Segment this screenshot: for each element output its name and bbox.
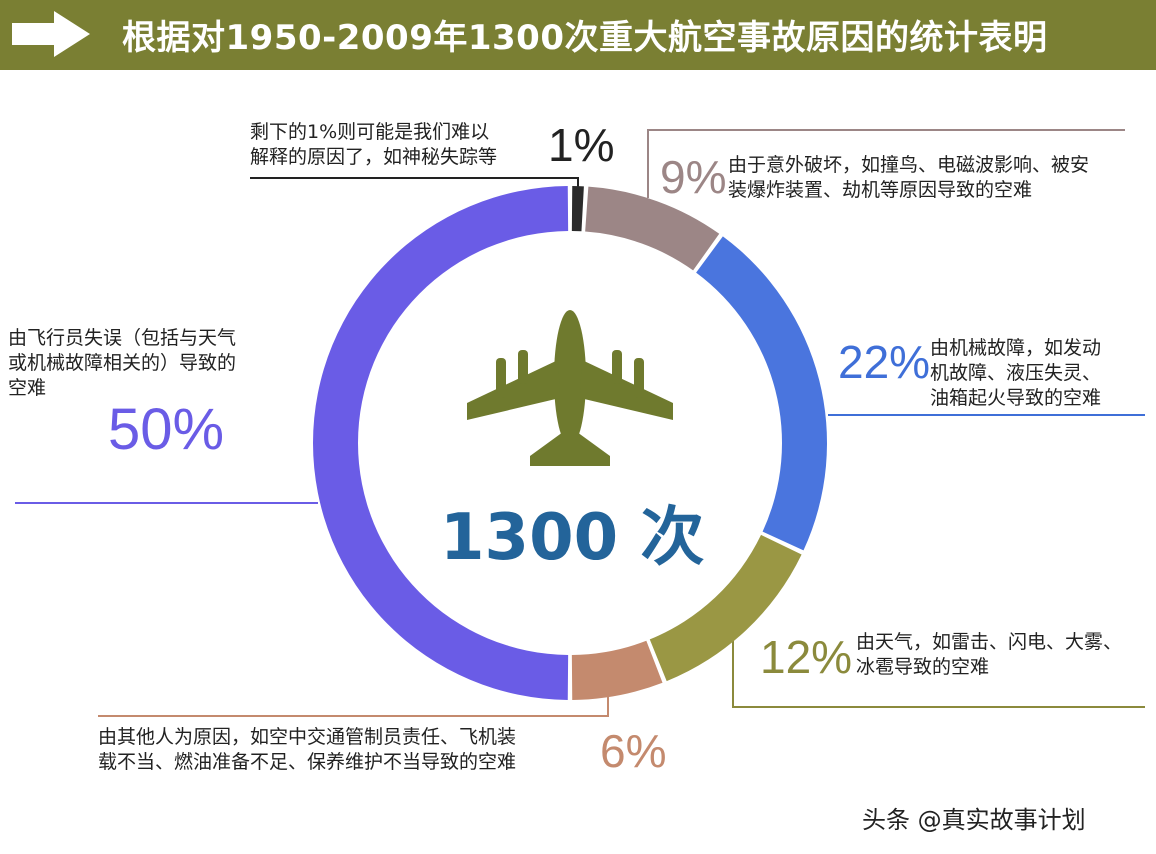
annotation-9-text: 由于意外破坏，如撞鸟、电磁波影响、被安 装爆炸装置、劫机等原因导致的空难 — [728, 153, 1089, 203]
page-title: 根据对1950-2009年1300次重大航空事故原因的统计表明 — [122, 18, 1048, 58]
annotation-line: 解释的原因了，如神秘失踪等 — [250, 146, 498, 168]
annotation-6-text: 由其他人为原因，如空中交通管制员责任、飞机装 载不当、燃油准备不足、保养维护不当… — [98, 725, 516, 775]
annotation-22-text: 由机械故障，如发动 机故障、液压失灵、 油箱起火导致的空难 — [930, 336, 1101, 411]
annotation-line: 机故障、液压失灵、 — [930, 362, 1102, 384]
leader-line-9 — [647, 129, 1125, 198]
pct-label-1: 1% — [548, 119, 615, 171]
pct-label-6: 6% — [600, 725, 667, 777]
annotation-line: 由其他人为原因，如空中交通管制员责任、飞机装 — [98, 726, 517, 748]
pct-label-12: 12% — [760, 631, 853, 683]
pct-label-50: 50% — [108, 397, 225, 462]
annotation-line: 由于意外破坏，如撞鸟、电磁波影响、被安 — [728, 154, 1090, 176]
donut-slice-6 — [571, 640, 663, 700]
annotation-line: 剩下的1%则可能是我们难以 — [250, 121, 490, 143]
arrow-right-icon — [12, 11, 90, 57]
pct-label-22: 22% — [838, 336, 931, 388]
annotation-line: 装爆炸装置、劫机等原因导致的空难 — [728, 179, 1033, 201]
annotation-line: 由飞行员失误（包括与天气 — [8, 327, 237, 349]
airplane-icon — [467, 310, 673, 466]
donut-slice-9 — [585, 186, 720, 271]
donut-slice-1 — [571, 186, 584, 232]
header-bar: 根据对1950-2009年1300次重大航空事故原因的统计表明 — [0, 0, 1156, 70]
annotation-line: 由机械故障，如发动 — [930, 337, 1102, 359]
leader-line-1 — [250, 177, 579, 190]
center-count: 1300 次 — [440, 501, 705, 575]
donut-slice-50 — [312, 186, 569, 700]
leader-lines — [15, 129, 1145, 717]
annotation-line: 载不当、燃油准备不足、保养维护不当导致的空难 — [98, 751, 517, 773]
annotation-line: 由天气，如雷击、闪电、大雾、 — [856, 631, 1123, 653]
donut-slices — [312, 186, 828, 700]
watermark: 头条 @真实故事计划 — [862, 806, 1086, 834]
annotation-line: 冰雹导致的空难 — [856, 656, 990, 678]
leader-line-6 — [98, 690, 609, 717]
donut-slice-12 — [649, 534, 802, 682]
leader-line-12 — [732, 620, 1145, 708]
annotation-50-text: 由飞行员失误（包括与天气 或机械故障相关的）导致的 空难 — [8, 326, 236, 401]
annotation-line: 或机械故障相关的）导致的 — [8, 352, 237, 374]
donut-slice-22 — [696, 236, 828, 551]
annotation-line: 空难 — [8, 377, 47, 399]
annotation-1-text: 剩下的1%则可能是我们难以 解释的原因了，如神秘失踪等 — [250, 120, 497, 170]
annotation-12-text: 由天气，如雷击、闪电、大雾、 冰雹导致的空难 — [856, 630, 1122, 680]
pct-label-9: 9% — [660, 151, 727, 203]
annotation-line: 油箱起火导致的空难 — [930, 387, 1102, 409]
